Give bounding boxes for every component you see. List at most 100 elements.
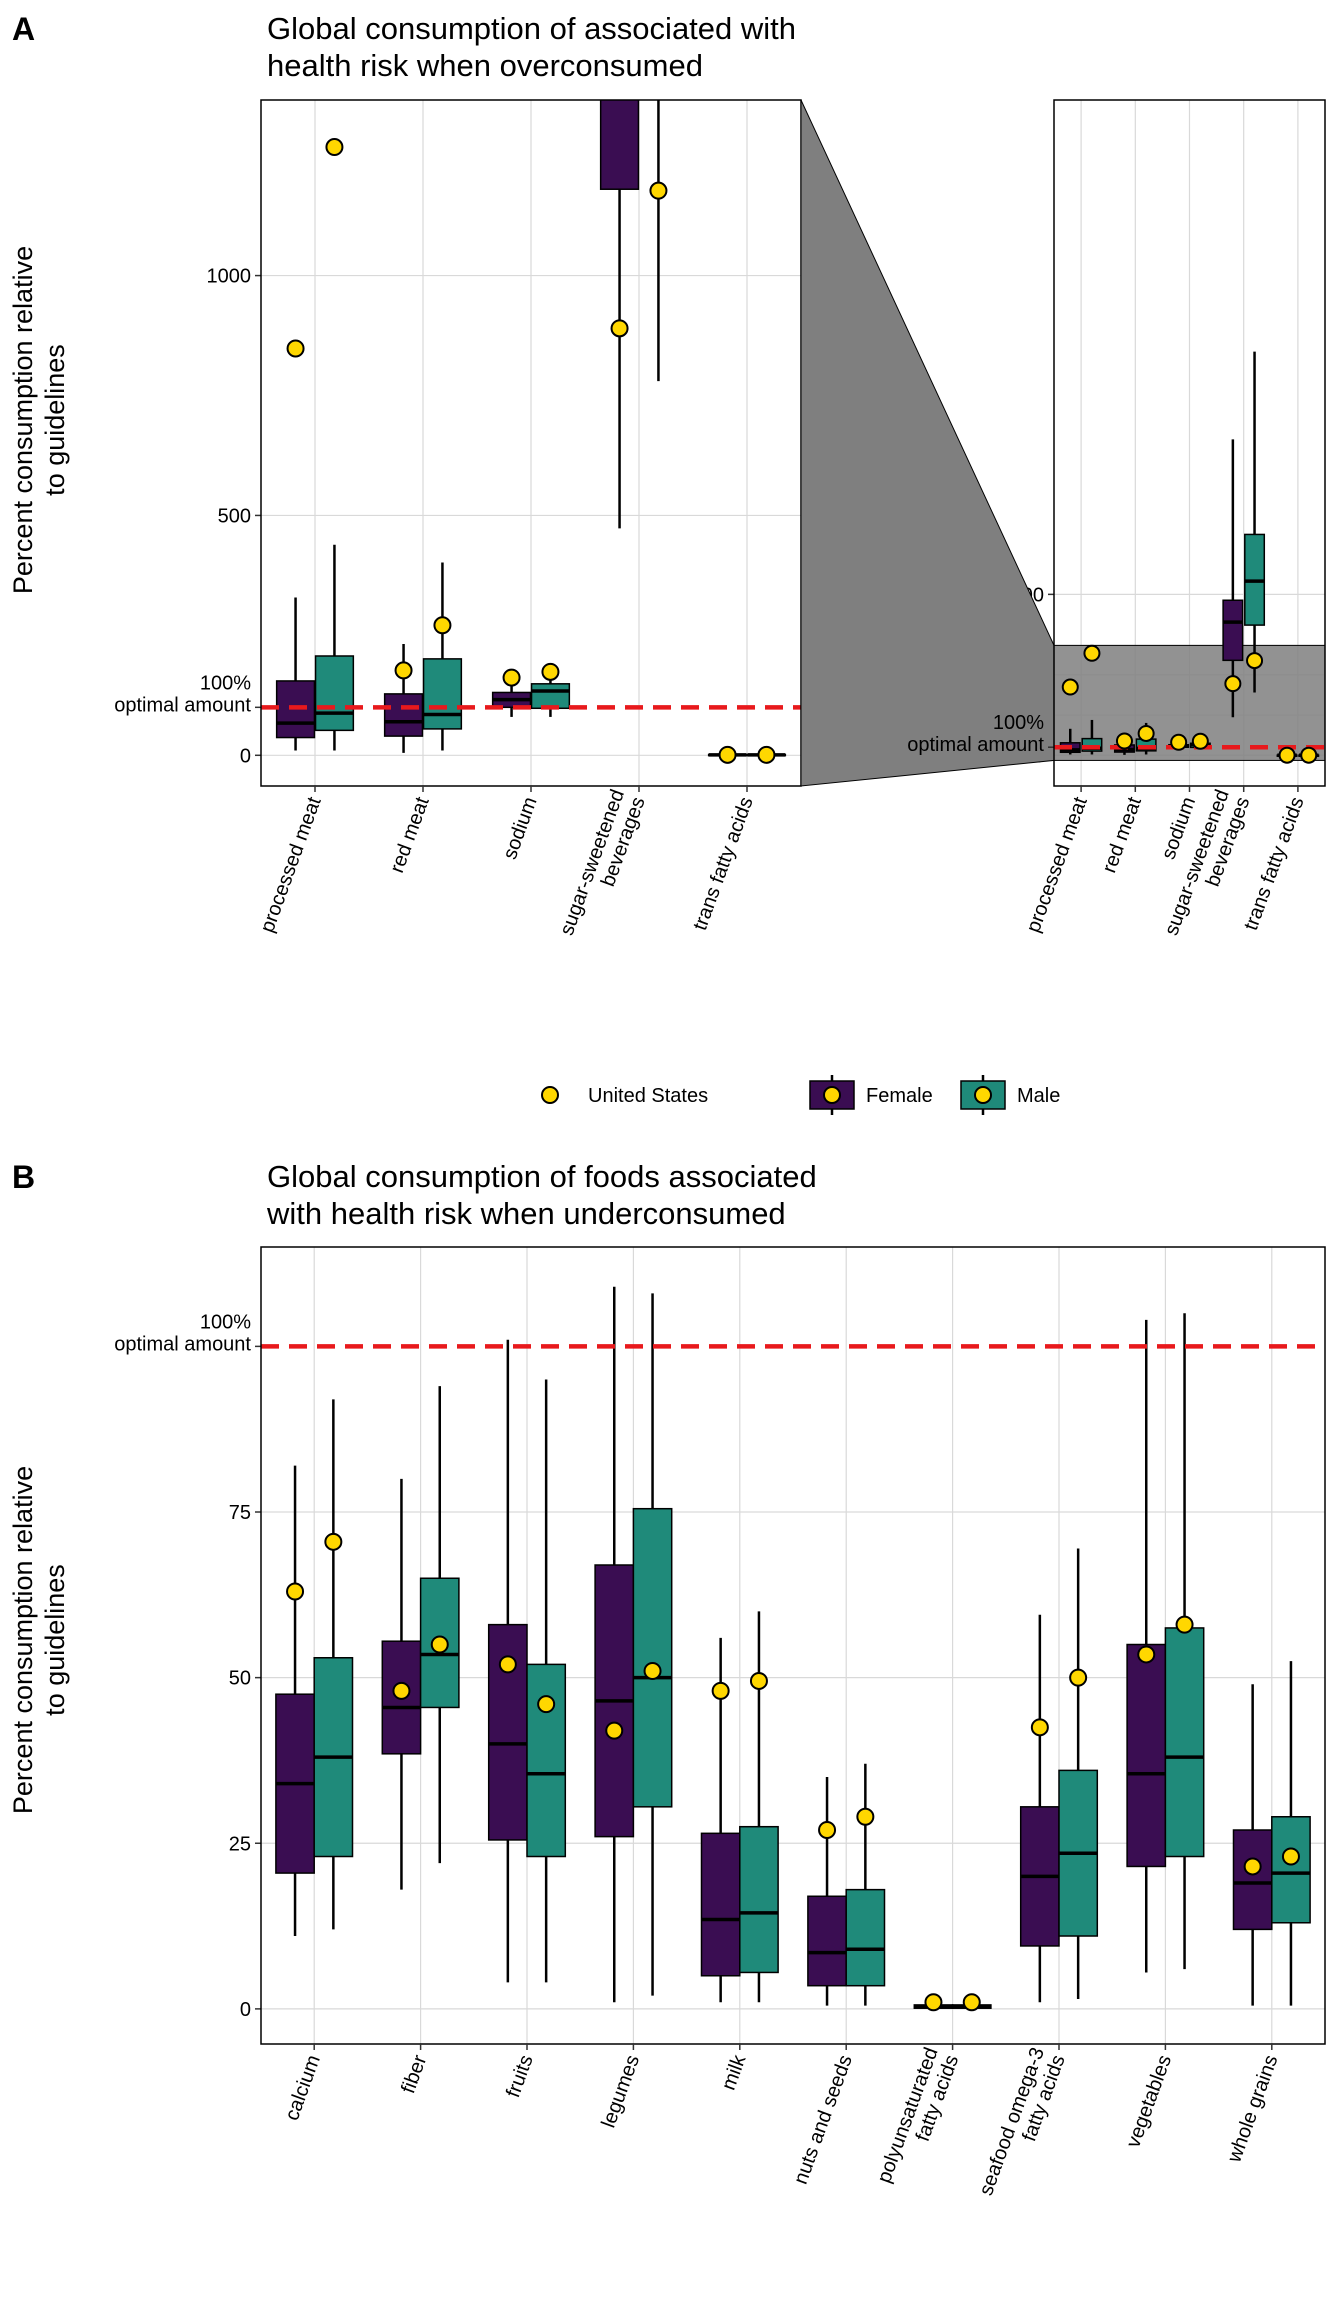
y-tick-label: 1000 <box>207 266 252 288</box>
x-tick-label: vegetables <box>1122 2052 1176 2150</box>
box <box>1222 599 1244 662</box>
us-point <box>610 319 629 338</box>
box <box>530 683 571 710</box>
us-point <box>749 1671 768 1690</box>
us-point <box>394 661 413 680</box>
us-point <box>1137 1645 1156 1664</box>
box <box>845 1888 886 1987</box>
us-point <box>605 1721 624 1740</box>
us-point <box>1061 678 1079 696</box>
us-point <box>718 745 737 764</box>
us-point <box>1137 724 1155 742</box>
us-point <box>643 1662 662 1681</box>
x-tick-label: milk <box>718 2051 751 2093</box>
legend-key-point <box>974 1086 992 1104</box>
us-point <box>1224 675 1242 693</box>
chart-title: Global consumption of foods associated wi… <box>266 1159 817 1231</box>
box <box>487 1623 528 1841</box>
us-point <box>1069 1668 1088 1687</box>
panel-letter: A <box>12 11 35 47</box>
us-point <box>1246 652 1264 670</box>
us-point <box>1300 746 1318 764</box>
box <box>599 100 640 190</box>
us-point <box>649 181 668 200</box>
us-point <box>430 1635 449 1654</box>
x-tick-label: sugar-sweetenedbeverages <box>556 787 650 946</box>
box <box>526 1663 567 1858</box>
box <box>314 655 355 732</box>
legend-label: Female <box>866 1085 933 1107</box>
us-point <box>1191 732 1209 750</box>
us-point <box>325 138 344 157</box>
box <box>807 1895 847 1987</box>
x-tick-label: trans fatty acids <box>689 794 758 933</box>
x-tick-label: red meat <box>1098 794 1146 876</box>
box <box>1164 1627 1205 1858</box>
legend-key-point <box>823 1086 841 1104</box>
x-tick-label: nuts and seeds <box>790 2052 857 2187</box>
y-axis-label: Percent consumption relativeto guideline… <box>8 246 70 594</box>
x-tick-label: red meat <box>386 794 434 876</box>
us-point <box>498 1655 517 1674</box>
us-point <box>924 1993 943 2012</box>
marks <box>261 100 801 764</box>
reference-label: 100% optimal amount <box>907 712 1044 756</box>
box <box>1232 1829 1273 1931</box>
us-point <box>1083 644 1101 662</box>
us-point <box>324 1532 343 1551</box>
x-tick-label: trans fatty acids <box>1240 794 1309 933</box>
legend-label: Male <box>1017 1085 1060 1107</box>
zoom-connector <box>800 99 1055 787</box>
us-point <box>818 1821 837 1840</box>
us-point <box>1278 746 1296 764</box>
x-tick-label: processed meat <box>1022 794 1091 936</box>
us-point <box>541 662 560 681</box>
us-point <box>1115 732 1133 750</box>
us-point <box>286 339 305 358</box>
legend-label: United States <box>588 1085 708 1107</box>
x-tick-label: calcium <box>281 2052 325 2123</box>
us-point <box>757 745 776 764</box>
us-point <box>1170 733 1188 751</box>
box <box>422 658 463 730</box>
us-point <box>711 1681 730 1700</box>
y-tick-label: 0 <box>240 1999 251 2021</box>
us-point <box>1175 1615 1194 1634</box>
legend-marker <box>541 1086 559 1104</box>
x-tick-label: fruits <box>502 2052 537 2100</box>
us-point <box>502 668 521 687</box>
x-tick-label: whole grains <box>1223 2052 1282 2166</box>
x-tick-label: polyunsaturatedfatty acids <box>873 2045 963 2194</box>
y-tick-label: 75 <box>229 1502 251 1524</box>
x-tick-label: legumes <box>598 2052 645 2131</box>
x-tick-label: seafood omega-3fatty acids <box>975 2045 1070 2206</box>
marks <box>1054 351 1325 764</box>
us-point <box>856 1807 875 1826</box>
x-tick-label: processed meat <box>256 794 325 936</box>
reference-label: 100% optimal amount <box>114 672 251 716</box>
box <box>1126 1643 1167 1868</box>
plot-frame <box>260 1246 1326 2045</box>
panel-letter: B <box>12 1159 35 1195</box>
y-axis-label: Percent consumption relativeto guideline… <box>8 1466 70 1814</box>
us-point <box>433 616 452 635</box>
chart-title: Global consumption of associated with hea… <box>267 11 796 83</box>
x-tick-label: fiber <box>397 2052 431 2096</box>
x-tick-label: sodium <box>499 794 542 862</box>
box <box>739 1825 779 1974</box>
y-tick-label: 50 <box>229 1668 251 1690</box>
marks <box>261 1286 1325 2012</box>
us-point <box>537 1695 556 1714</box>
box <box>700 1832 741 1977</box>
y-tick-label: 500 <box>218 505 251 527</box>
us-point <box>392 1681 411 1700</box>
y-tick-label: 0 <box>240 745 251 767</box>
us-point <box>962 1993 981 2012</box>
box <box>632 1507 673 1808</box>
us-point <box>1281 1847 1300 1866</box>
box <box>383 693 424 737</box>
us-point <box>286 1582 305 1601</box>
us-point <box>1030 1718 1049 1737</box>
reference-label: 100% optimal amount <box>114 1311 251 1355</box>
